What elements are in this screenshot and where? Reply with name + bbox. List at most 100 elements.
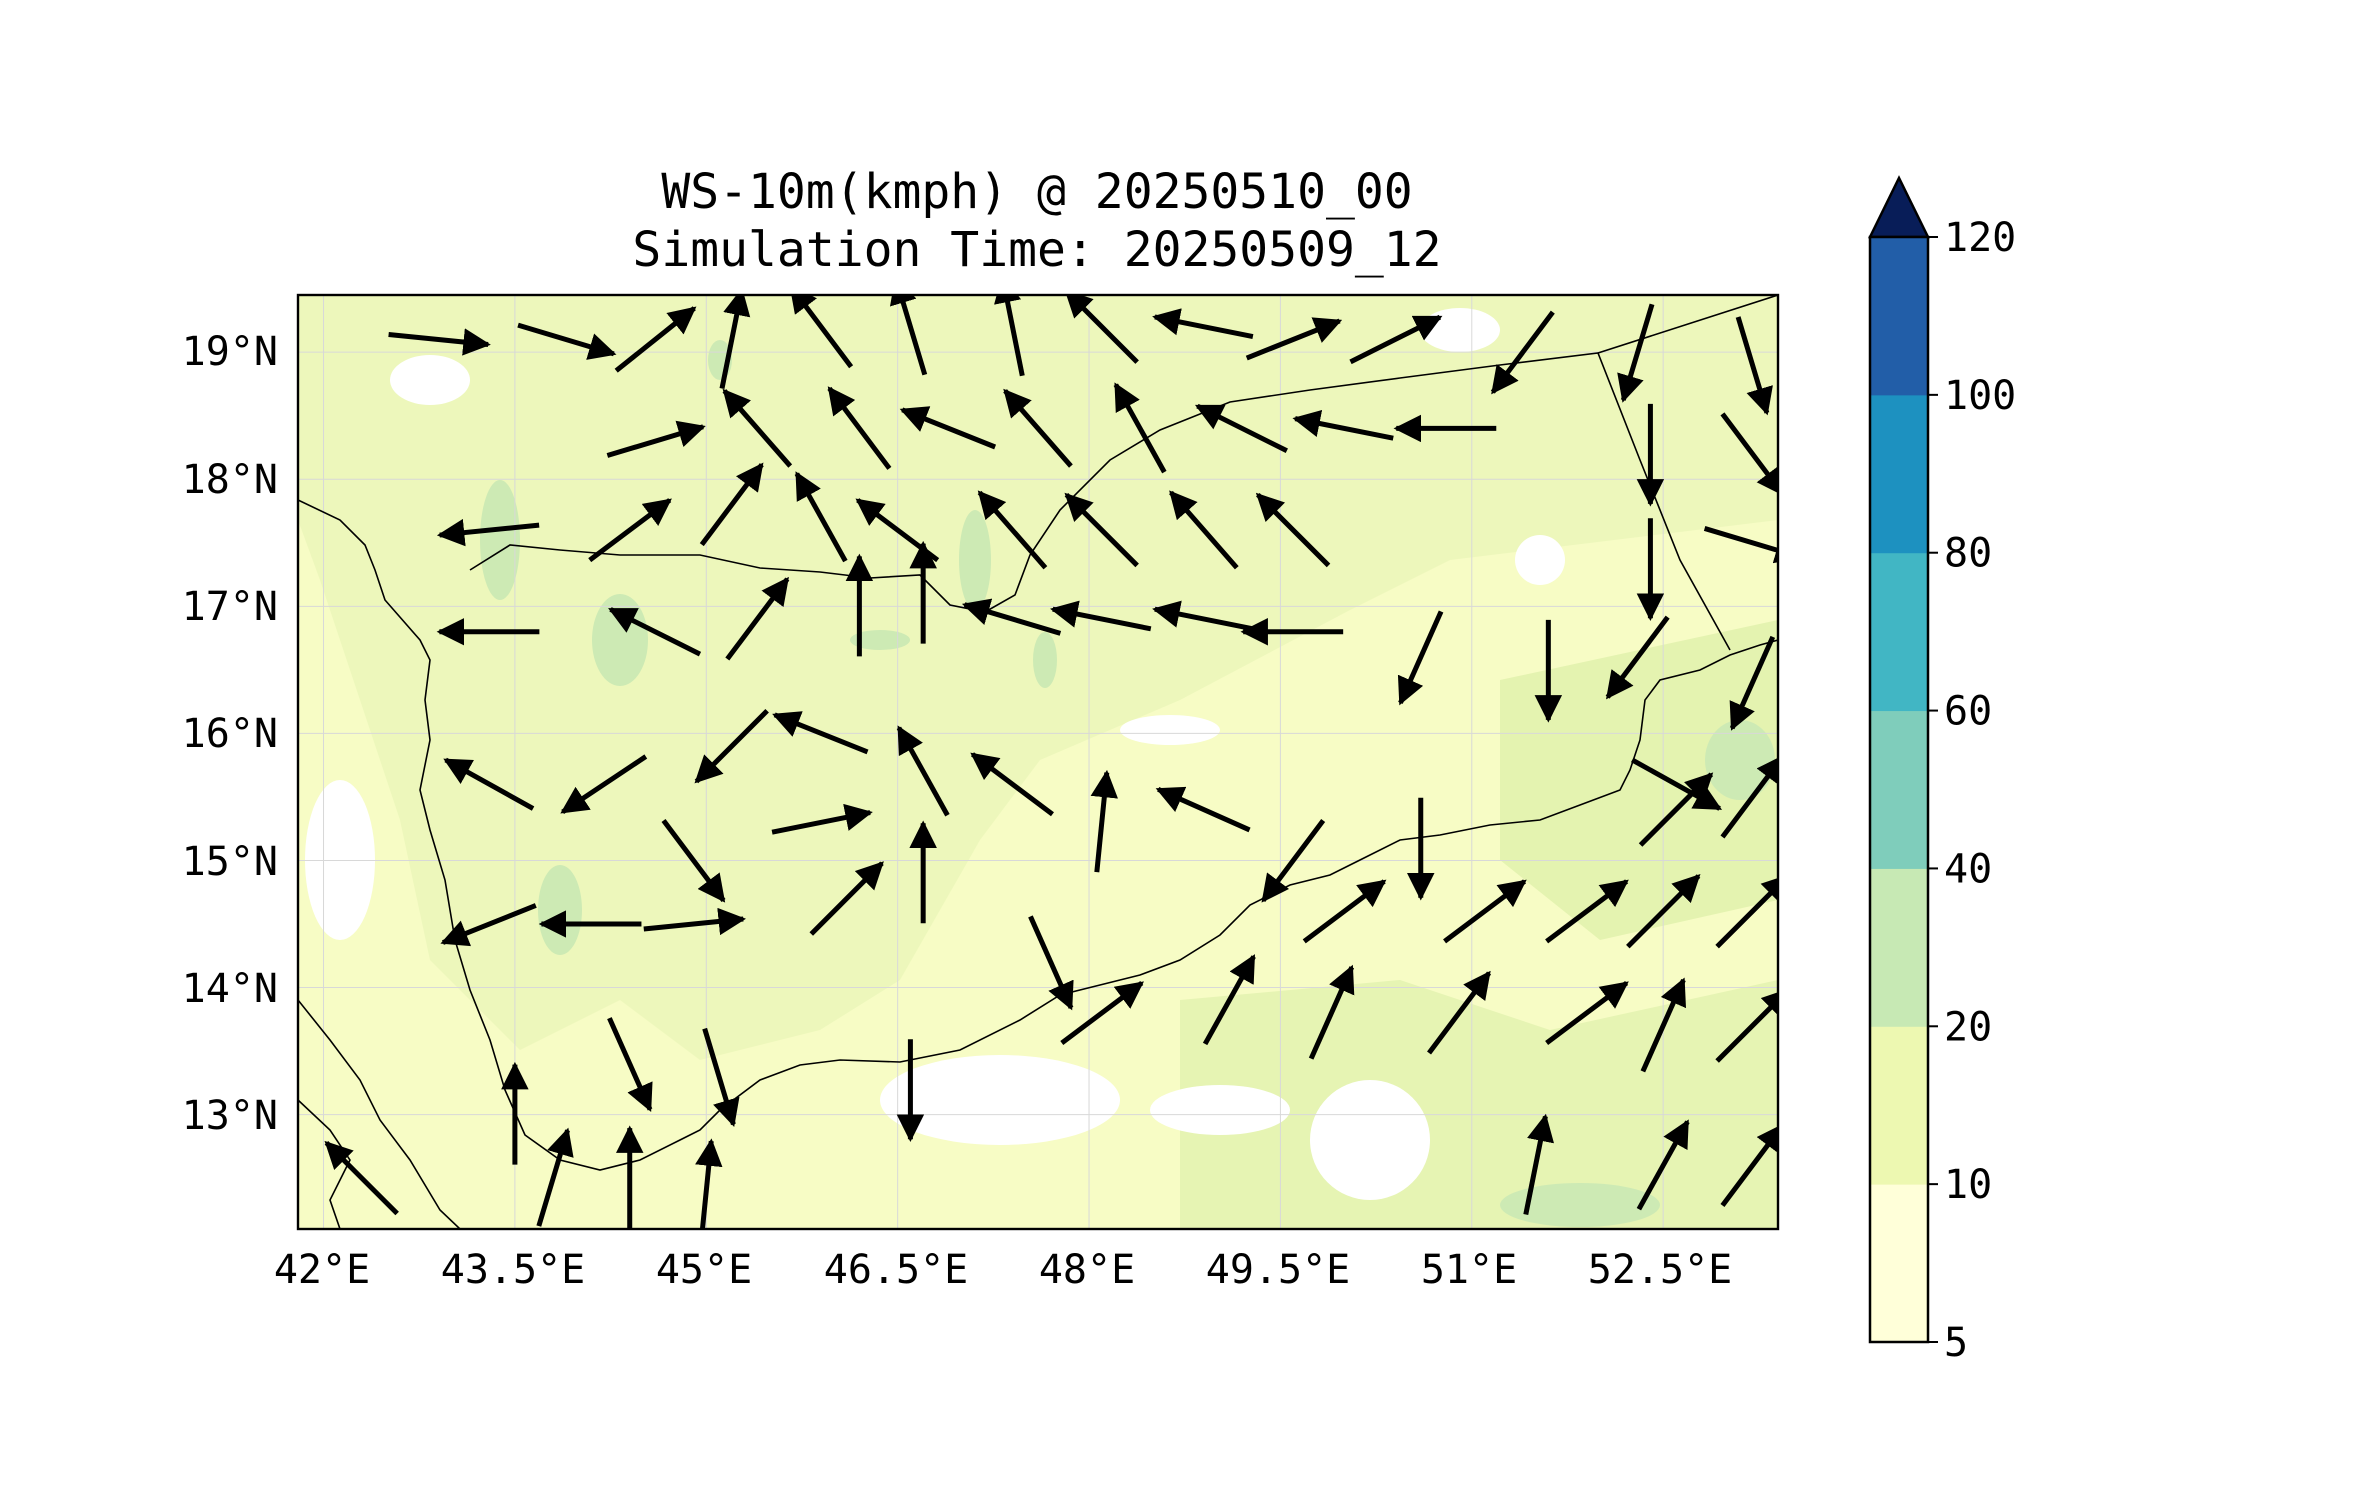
lat-tick-18: 18°N bbox=[182, 457, 278, 503]
colorbar-tick-label: 60 bbox=[1944, 689, 1992, 735]
wind-arrow bbox=[614, 306, 697, 373]
wind-arrow bbox=[1703, 526, 1778, 564]
lon-tick-46-5: 46.5°E bbox=[824, 1247, 969, 1293]
wind-arrow bbox=[1028, 915, 1074, 1011]
coastline-africa bbox=[298, 999, 461, 1229]
longitude-axis: 42°E 43.5°E 45°E 46.5°E 48°E 49.5°E 51°E… bbox=[274, 1247, 1732, 1293]
wind-arrow bbox=[536, 1127, 574, 1227]
wind-arrow bbox=[1064, 492, 1139, 568]
calm-zone-g bbox=[1120, 715, 1220, 745]
wind-arrow bbox=[588, 498, 672, 563]
wind-arrow bbox=[608, 607, 702, 657]
wind-arrow bbox=[1443, 879, 1527, 944]
wind-arrow bbox=[722, 388, 793, 468]
wind-arrow bbox=[1720, 754, 1778, 839]
lat-tick-15: 15°N bbox=[182, 839, 278, 885]
wind-arrow bbox=[771, 803, 873, 835]
wind-arrow bbox=[1302, 879, 1387, 944]
wind-arrow bbox=[1397, 610, 1444, 706]
speed-zone-20-40-f bbox=[1705, 720, 1775, 800]
figure-subtitle: Simulation Time: 20250509_12 bbox=[632, 222, 1441, 278]
colorbar-band bbox=[1870, 1184, 1928, 1343]
speed-zone-20-40-h bbox=[538, 865, 582, 955]
colorbar-tick-label: 10 bbox=[1944, 1162, 1992, 1208]
wind-arrow bbox=[1060, 980, 1144, 1045]
wind-arrow bbox=[970, 752, 1054, 817]
wind-arrow bbox=[1152, 600, 1254, 632]
speed-zone-20-40-d bbox=[1033, 632, 1057, 688]
wind-arrow bbox=[1735, 316, 1773, 416]
wind-arrow bbox=[1715, 874, 1778, 949]
lon-tick-43-5: 43.5°E bbox=[441, 1247, 586, 1293]
wind-arrow bbox=[977, 490, 1048, 570]
wind-arrow bbox=[1261, 818, 1326, 903]
colorbar-band bbox=[1870, 710, 1928, 869]
speed-zone-20-40-a bbox=[480, 480, 520, 600]
wind-arrow bbox=[1308, 964, 1355, 1060]
wind-arrow bbox=[1349, 314, 1443, 365]
wind-arrow bbox=[694, 708, 769, 784]
colorbar-band bbox=[1870, 868, 1928, 1027]
wind-arrow bbox=[643, 907, 747, 936]
wind-arrow bbox=[436, 518, 540, 547]
wind-arrow bbox=[607, 1017, 653, 1113]
wind-arrow bbox=[1113, 382, 1167, 474]
wind-arrow bbox=[1638, 772, 1714, 847]
figure-title: WS-10m(kmph) @ 20250510_00 bbox=[661, 164, 1412, 220]
wind-arrow bbox=[1050, 600, 1152, 632]
wind-arrow bbox=[1255, 492, 1331, 568]
wind-arrow bbox=[702, 1027, 740, 1128]
wind-arrow bbox=[889, 295, 928, 376]
colorbar-band bbox=[1870, 394, 1928, 554]
wind-arrow bbox=[772, 711, 869, 755]
colorbar-tick-label: 100 bbox=[1944, 373, 2016, 419]
speed-zone-20-40-b bbox=[592, 594, 648, 686]
colorbar-band bbox=[1870, 552, 1928, 712]
wind-arrow bbox=[1617, 303, 1655, 403]
wind-arrow bbox=[719, 295, 751, 389]
wind-arrow bbox=[1715, 988, 1778, 1063]
colorbar-tick-label: 120 bbox=[1944, 215, 2016, 261]
wind-arrow bbox=[809, 861, 884, 936]
speed-zone-20-40-e bbox=[850, 630, 910, 650]
colorbar: 5 10 20 40 60 80 100 120 bbox=[1867, 175, 2016, 1366]
calm-zone-c bbox=[1150, 1085, 1290, 1135]
wind-arrow bbox=[388, 328, 491, 356]
lon-tick-52-5: 52.5°E bbox=[1588, 1247, 1733, 1293]
wind-arrow bbox=[440, 903, 537, 947]
wind-arrow bbox=[1194, 403, 1288, 454]
wind-arrow bbox=[725, 576, 790, 661]
latitude-axis: 19°N 18°N 17°N 16°N 15°N 14°N 13°N bbox=[182, 329, 278, 1139]
wind-arrow bbox=[1003, 388, 1073, 468]
wind-arrow bbox=[560, 754, 648, 815]
calm-zone-e bbox=[390, 355, 470, 405]
wind-arrow bbox=[794, 471, 848, 563]
wind-arrow bbox=[1605, 615, 1670, 700]
lat-tick-13: 13°N bbox=[182, 1093, 278, 1139]
wind-arrow bbox=[517, 322, 617, 360]
wind-arrow bbox=[695, 1138, 723, 1229]
wind-arrow bbox=[1152, 308, 1254, 340]
calm-zone-h bbox=[1515, 535, 1565, 585]
speed-zone-20-40-g bbox=[1500, 1183, 1660, 1227]
colorbar-ticks: 5 10 20 40 60 80 100 120 bbox=[1928, 215, 2016, 1366]
wind-arrow bbox=[1202, 954, 1256, 1046]
wind-arrow bbox=[1292, 409, 1394, 441]
wind-arrow bbox=[443, 757, 535, 811]
colorbar-bands bbox=[1870, 237, 1928, 1343]
wind-vectors bbox=[324, 295, 1778, 1229]
lon-tick-48: 48°E bbox=[1039, 1247, 1135, 1293]
wind-arrow bbox=[699, 462, 764, 547]
wind-arrow bbox=[1245, 317, 1343, 361]
lon-tick-49-5: 49.5°E bbox=[1206, 1247, 1351, 1293]
wind-speed-shading bbox=[298, 295, 1778, 1229]
lon-tick-51: 51°E bbox=[1421, 1247, 1517, 1293]
wind-arrow bbox=[1640, 977, 1686, 1073]
wind-arrow bbox=[896, 725, 950, 817]
colorbar-band bbox=[1870, 237, 1928, 396]
colorbar-tick-label: 40 bbox=[1944, 846, 1992, 892]
lat-tick-19: 19°N bbox=[182, 329, 278, 375]
lon-tick-42: 42°E bbox=[274, 1247, 370, 1293]
calm-zone-f bbox=[1420, 308, 1500, 352]
colorbar-tick-label: 5 bbox=[1944, 1320, 1968, 1366]
